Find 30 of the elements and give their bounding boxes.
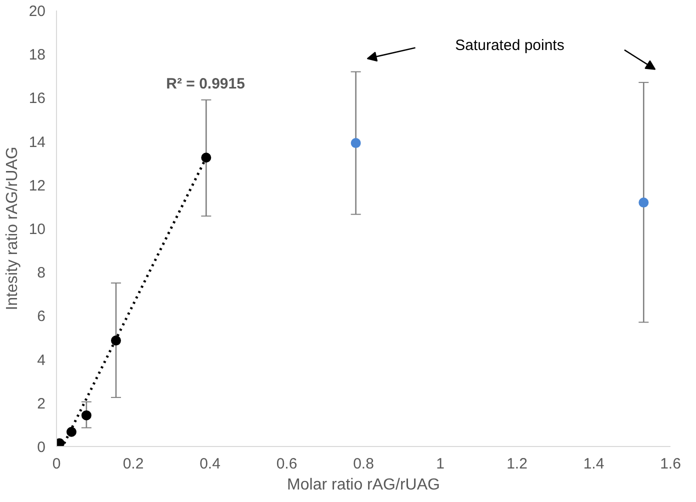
y-tick-label: 0 — [37, 439, 46, 456]
y-tick-label: 2 — [37, 395, 46, 412]
y-tick-label: 12 — [28, 177, 46, 194]
annotation: R² = 0.9915 — [166, 75, 245, 92]
x-tick-label: 0.6 — [276, 456, 298, 472]
x-tick-label: 0.8 — [353, 456, 374, 472]
x-tick-label: 1 — [436, 456, 444, 472]
point — [110, 336, 121, 346]
y-tick-label: 20 — [28, 3, 46, 20]
x-tick-label: 0.2 — [122, 456, 144, 472]
y-tick-label: 18 — [28, 46, 46, 64]
y-tick-label: 10 — [28, 221, 46, 238]
y-tick-label: 16 — [28, 90, 46, 108]
x-tick-label: 1.6 — [660, 456, 681, 472]
x-tick-label: 0.4 — [200, 456, 220, 472]
point — [638, 198, 649, 208]
point — [201, 152, 212, 163]
y-tick-label: 4 — [37, 352, 46, 369]
y-axis-title: Intesity ratio rAG/rUAG — [4, 146, 21, 310]
x-tick-label: 1.4 — [583, 456, 604, 472]
point — [81, 410, 92, 420]
point — [66, 426, 76, 437]
y-tick-label: 14 — [28, 134, 46, 151]
x-tick-label: 1.2 — [506, 456, 528, 472]
x-axis-title: Molar ratio rAG/rUAG — [287, 476, 440, 494]
annotation: Saturated points — [455, 37, 564, 54]
y-tick-label: 8 — [37, 264, 46, 282]
x-tick-label: 0 — [52, 456, 61, 472]
y-tick-label: 6 — [37, 308, 46, 326]
point — [350, 138, 361, 148]
